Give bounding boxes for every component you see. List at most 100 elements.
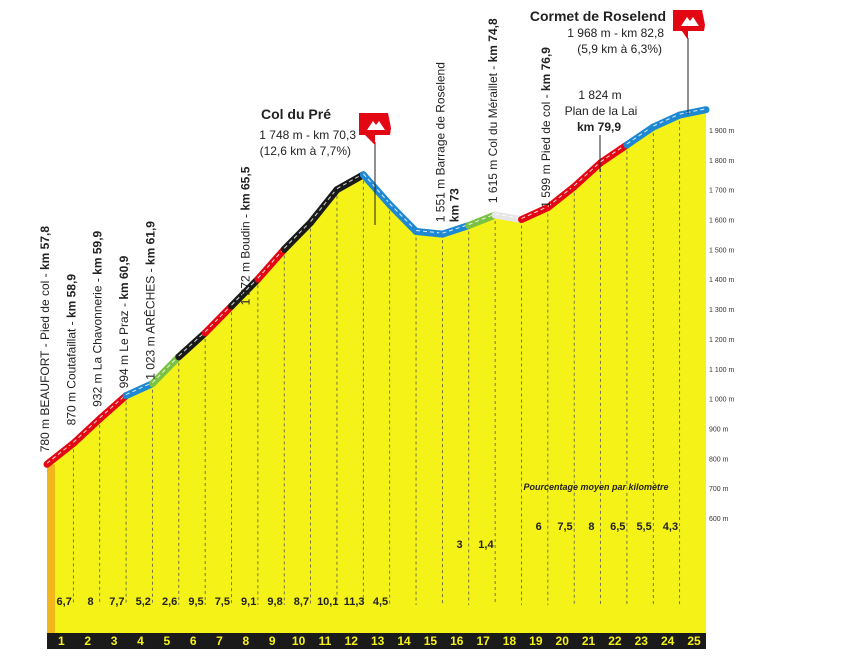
slope-band: [570, 159, 605, 191]
slope-band: [649, 111, 684, 131]
km-tick-label: 24: [661, 634, 675, 648]
waypoint-annotation: 1 599 m Pied de col - km 76,9: [539, 47, 553, 208]
profile-area: [47, 109, 706, 633]
slope-band: [623, 123, 657, 149]
summit-climb: (12,6 km à 7,7%): [260, 144, 351, 158]
slope-band-highlight: [336, 173, 364, 190]
slope-band: [96, 392, 130, 423]
waypoint-label: 870 m Coutafaillat -: [64, 318, 78, 425]
plateau-name: Plan de la Lai: [565, 104, 638, 118]
km-tick-label: 12: [345, 634, 359, 648]
waypoint-km: km 65,5: [238, 166, 252, 210]
mountain-flag-icon: [673, 10, 705, 40]
slope-band-highlight: [653, 113, 680, 127]
km-axis-band: [47, 633, 706, 649]
slope-band-highlight: [547, 185, 575, 207]
waypoint-label: 1 023 m ARÊCHES -: [142, 265, 157, 380]
slope-band-highlight: [125, 382, 153, 396]
slope-band: [412, 227, 446, 238]
gradient-label: 4,3: [663, 521, 678, 533]
km-tick-label: 2: [84, 634, 91, 648]
waypoint-annotation: 1 272 m Boudin - km 65,5: [238, 166, 252, 305]
slope-band-highlight: [204, 304, 232, 333]
km-axis-layer: 1 2 3 4 5 6 7 8 9 10 11 12 13 14 15 16 17 18 19 20 21 22 23 24 2…: [47, 633, 706, 649]
km-tick-label: 14: [397, 634, 411, 648]
waypoint-km: km 61,9: [143, 221, 157, 265]
waypoint-km: km 59,9: [91, 230, 105, 274]
gradient-label: 10,1: [317, 596, 338, 608]
summit-climb: (5,9 km à 6,3%): [577, 42, 662, 56]
slope-band: [597, 141, 631, 167]
slope-band-highlight: [600, 143, 628, 163]
slope-band-highlight: [521, 206, 549, 219]
km-tick-label: 18: [503, 634, 517, 648]
summit-col-du-pre: Col du Pré 1 748 m - km 70,3 (12,6 km à …: [259, 106, 391, 225]
gradient-label: 6,5: [610, 521, 625, 533]
gradient-label: 9,8: [267, 596, 282, 608]
waypoint-label: 994 m Le Praz -: [117, 300, 131, 389]
profile-fill-layer: [47, 109, 706, 633]
slope-band-highlight: [231, 277, 259, 306]
slope-band-highlight: [442, 224, 469, 234]
gradient-label: 7,5: [215, 596, 230, 608]
km-tick-label: 9: [269, 634, 276, 648]
annotations-layer: 780 m BEAUFORT - Pied de col - km 57,8 87…: [38, 18, 553, 452]
gradient-label: 9,5: [188, 596, 203, 608]
waypoint-km: km 73: [447, 188, 461, 222]
slope-band: [122, 380, 156, 400]
slope-band-highlight: [573, 161, 601, 187]
km-tick-label: 11: [319, 634, 332, 648]
waypoint-annotation: 932 m La Chavonnerie - km 59,9: [91, 230, 105, 406]
gradient-label: 4,5: [373, 596, 388, 608]
gradient-label: 8,7: [294, 596, 309, 608]
slope-band: [438, 222, 473, 238]
waypoint-label: 780 m BEAUFORT - Pied de col -: [38, 270, 52, 452]
km-tick-label: 8: [243, 634, 250, 648]
altitude-tick-label: 1 500 m: [709, 247, 734, 254]
plateau-altitude: 1 824 m: [578, 88, 621, 102]
gradient-label: 11,3: [344, 596, 365, 608]
km-tick-label: 3: [111, 634, 118, 648]
profile-left-edge: [47, 464, 55, 633]
slope-band-highlight: [495, 213, 522, 220]
waypoint-annotation: 994 m Le Praz - km 60,9: [117, 255, 131, 388]
slope-band: [676, 106, 710, 119]
summit-info: 1 968 m - km 82,8: [567, 26, 664, 40]
waypoint-km: km 57,8: [38, 226, 52, 270]
waypoint-km: km 74,8: [486, 18, 500, 62]
waypoint-km: km 60,9: [117, 255, 131, 299]
slope-band: [148, 353, 183, 388]
waypoint-label: 932 m La Chavonnerie -: [91, 275, 105, 407]
km-tick-label: 19: [529, 634, 543, 648]
waypoint-annotation: 1 615 m Col du Méraillet - km 74,8: [486, 18, 500, 203]
gradient-label: 7,7: [109, 596, 124, 608]
altitude-tick-label: 1 800 m: [709, 158, 734, 165]
slope-band-highlight: [679, 108, 707, 115]
waypoint-label: 1 615 m Col du Méraillet -: [486, 62, 500, 203]
gradient-label: 7,5: [557, 521, 572, 533]
km-tick-label: 4: [137, 634, 144, 648]
slope-band-highlight: [152, 355, 180, 384]
altitude-tick-label: 1 400 m: [709, 277, 734, 284]
slope-band: [491, 211, 525, 224]
altitude-tick-label: 600 m: [709, 516, 729, 523]
km-tick-label: 16: [450, 634, 464, 648]
km-tick-label: 7: [216, 634, 223, 648]
altitude-tick-label: 1 300 m: [709, 307, 734, 314]
altitude-tick-label: 1 200 m: [709, 337, 734, 344]
summit-name: Col du Pré: [261, 106, 331, 122]
km-tick-label: 20: [556, 634, 570, 648]
waypoint-km: km 76,9: [539, 47, 553, 91]
km-tick-label: 1: [58, 634, 65, 648]
waypoint-km: km 58,9: [64, 274, 78, 318]
km-tick-label: 25: [687, 634, 701, 648]
gradient-label: 9,1: [241, 596, 256, 608]
gradient-label: 5,5: [636, 521, 651, 533]
gradient-label: 6: [536, 521, 542, 533]
slope-band: [175, 329, 209, 361]
slope-band-highlight: [73, 417, 101, 443]
gradient-label: 5,2: [136, 596, 151, 608]
slope-band: [280, 219, 315, 253]
summit-cormet-de-roselend: Cormet de Roselend 1 968 m - km 82,8 (5,…: [530, 8, 705, 114]
